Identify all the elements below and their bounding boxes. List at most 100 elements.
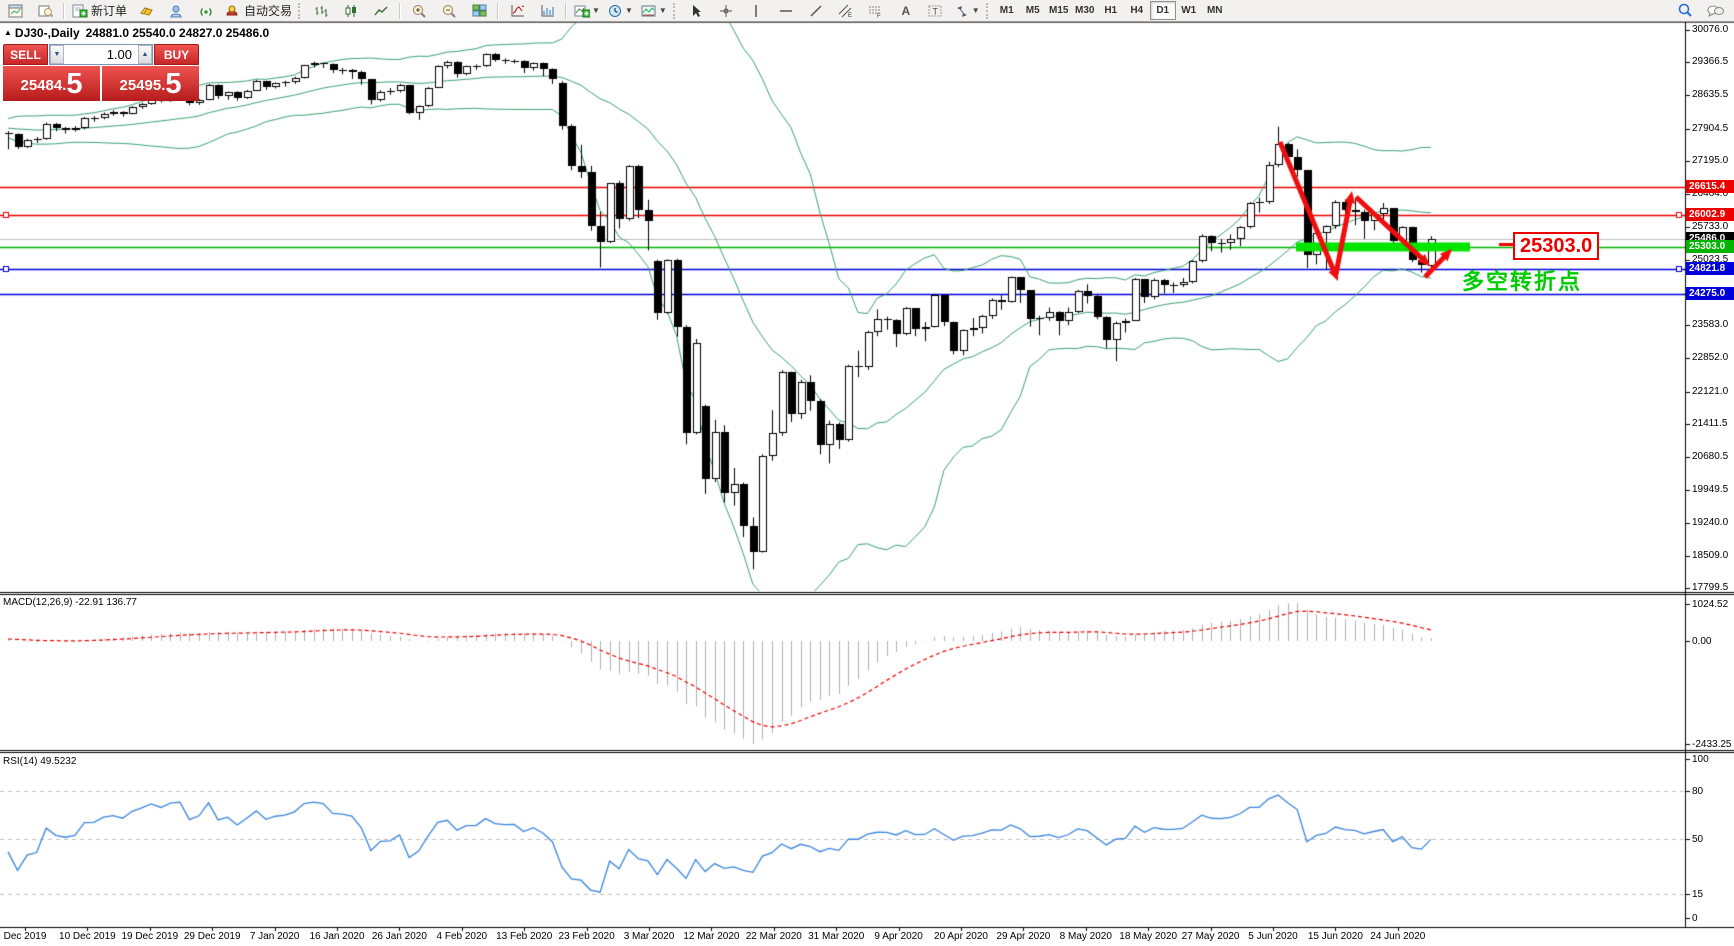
community-icon[interactable] (162, 1, 190, 21)
price-tick: 19949.5 (1692, 484, 1729, 496)
price-tick: 30076.0 (1692, 24, 1729, 35)
tab-m15[interactable]: M15 (1048, 5, 1069, 16)
tab-h4[interactable]: H4 (1130, 5, 1144, 16)
date-label: 12 Mar 2020 (683, 931, 740, 942)
macd-tick: -2433.25 (1692, 739, 1732, 750)
zoom-in-icon[interactable] (405, 1, 433, 21)
template-icon[interactable]: ▼ (638, 1, 670, 21)
date-label: 8 May 2020 (1059, 931, 1112, 942)
sell-button[interactable]: SELL (3, 44, 48, 65)
hline-icon[interactable] (772, 1, 800, 21)
collapse-arrow-icon[interactable]: ▲ (4, 28, 12, 37)
macd-tick: 0.00 (1692, 636, 1712, 647)
vline-icon[interactable] (742, 1, 770, 21)
date-label: 23 Feb 2020 (558, 931, 615, 942)
candlestick-chart-icon[interactable] (337, 1, 365, 21)
date-label: 19 Dec 2019 (121, 931, 179, 942)
price-badge: 24821.8 (1686, 261, 1734, 275)
rsi-tick: 100 (1692, 754, 1709, 765)
price-tick: 18509.0 (1692, 549, 1729, 561)
price-tick: 28635.5 (1692, 89, 1729, 101)
date-label: 31 Mar 2020 (808, 931, 865, 942)
price-tick: 21411.5 (1692, 417, 1728, 429)
price-badge: 24275.0 (1686, 286, 1734, 300)
tab-mn[interactable]: MN (1206, 5, 1223, 16)
volume-decrease-button[interactable]: ▼ (50, 45, 64, 64)
date-label: Dec 2019 (3, 931, 47, 942)
date-label: 15 Jun 2020 (1307, 931, 1363, 942)
date-label: 20 Apr 2020 (934, 931, 988, 942)
date-label: 3 Mar 2020 (623, 931, 675, 942)
market-icon[interactable] (132, 1, 160, 21)
date-label: 29 Dec 2019 (183, 931, 241, 942)
tab-h1[interactable]: H1 (1104, 5, 1118, 16)
date-label: 26 Jan 2020 (371, 931, 427, 942)
indicators-icon[interactable] (503, 1, 531, 21)
svg-text:T: T (933, 6, 939, 16)
svg-text:F: F (877, 13, 881, 18)
price-tick: 29366.5 (1692, 56, 1729, 68)
charts-window-icon[interactable] (1, 1, 29, 21)
date-label: 7 Jan 2020 (249, 931, 300, 942)
tile-windows-icon[interactable] (465, 1, 493, 21)
date-label: 16 Jan 2020 (309, 931, 365, 942)
turning-point-note[interactable]: 多空转折点 (1462, 269, 1583, 294)
date-label: 18 May 2020 (1119, 931, 1178, 942)
sell-price[interactable]: 25484. 5 (3, 66, 100, 101)
chevron-down-icon: ▼ (624, 6, 633, 15)
price-tick: 23583.0 (1692, 319, 1729, 331)
chevron-down-icon: ▼ (971, 6, 980, 15)
bar-chart-icon[interactable] (307, 1, 335, 21)
tab-d1[interactable]: D1 (1149, 1, 1176, 20)
price-tick: 25733.0 (1692, 221, 1729, 233)
add-indicator-icon[interactable]: ▼ (571, 1, 603, 21)
zoom-out-icon[interactable] (435, 1, 463, 21)
price-badge: 25303.0 (1686, 239, 1734, 253)
fibonacci-icon[interactable]: F (862, 1, 890, 21)
text-icon[interactable]: A (901, 3, 911, 18)
buy-price[interactable]: 25495. 5 (102, 66, 199, 101)
price-badge: 26615.4 (1686, 180, 1734, 194)
new-order-label: 新订单 (91, 4, 128, 18)
period-icon[interactable]: ▼ (605, 1, 636, 21)
tab-m30[interactable]: M30 (1074, 5, 1095, 16)
crosshair-icon[interactable] (712, 1, 740, 21)
line-chart-icon[interactable] (367, 1, 395, 21)
new-order-button[interactable]: 新订单 (69, 1, 130, 21)
one-click-trade-panel: SELL ▼ 1.00 ▲ BUY 25484. 5 25495. 5 (3, 44, 199, 101)
chat-icon[interactable] (1701, 1, 1729, 21)
rsi-tick: 15 (1692, 889, 1704, 901)
date-label: 27 May 2020 (1181, 931, 1240, 942)
tab-w1[interactable]: W1 (1181, 5, 1197, 16)
date-label: 29 Apr 2020 (996, 931, 1051, 942)
trendline-icon[interactable] (802, 1, 830, 21)
macd-label: MACD(12,26,9) -22.91 136.77 (3, 597, 137, 608)
price-tick: 26464.0 (1692, 188, 1729, 200)
level-price-callout[interactable]: 25303.0 (1513, 232, 1600, 260)
chevron-down-icon: ▼ (658, 6, 667, 15)
volume-stepper: ▼ 1.00 ▲ (49, 44, 153, 65)
date-label: 13 Feb 2020 (496, 931, 553, 942)
macd-tick: 1024.52 (1692, 599, 1729, 610)
date-label: 24 Jun 2020 (1370, 931, 1426, 942)
rsi-tick: 0 (1692, 913, 1698, 924)
date-label: 5 Jun 2020 (1248, 931, 1298, 942)
channel-icon[interactable]: E (832, 1, 860, 21)
buy-button[interactable]: BUY (154, 44, 199, 65)
data-window-icon[interactable] (31, 1, 59, 21)
indicator-list-icon[interactable] (533, 1, 561, 21)
tab-m1[interactable]: M1 (999, 5, 1014, 16)
volume-input[interactable]: 1.00 (106, 47, 132, 62)
tab-m5[interactable]: M5 (1025, 5, 1040, 16)
shapes-icon[interactable]: ▼ (952, 1, 983, 21)
volume-increase-button[interactable]: ▲ (138, 45, 152, 64)
cursor-icon[interactable] (682, 1, 710, 21)
text-label-icon[interactable]: T (922, 1, 950, 21)
autotrade-button[interactable]: 自动交易 (222, 1, 295, 21)
price-tick: 25023.5 (1692, 253, 1729, 265)
signals-icon[interactable] (192, 1, 220, 21)
rsi-label: RSI(14) 49.5232 (3, 756, 77, 767)
search-icon[interactable] (1671, 1, 1699, 21)
